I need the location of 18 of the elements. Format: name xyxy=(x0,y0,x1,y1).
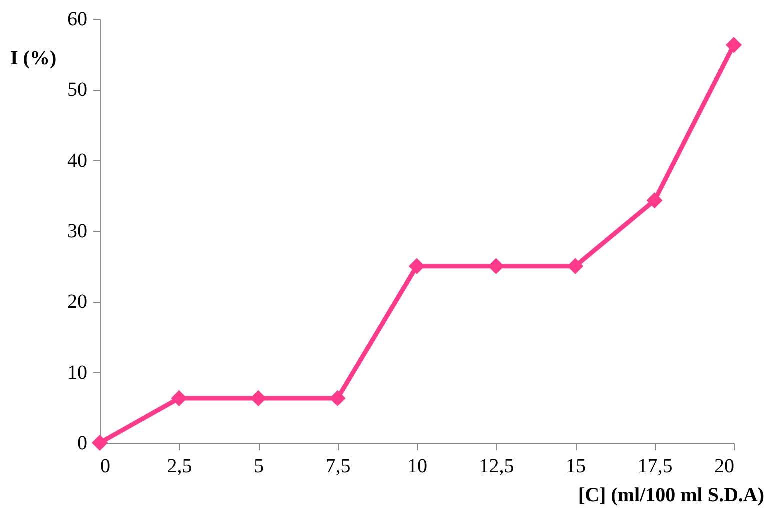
x-tick-label: 7,5 xyxy=(326,456,351,478)
x-tick-label: 5 xyxy=(254,456,264,478)
y-tick-label: 30 xyxy=(68,220,88,242)
y-tick-label: 0 xyxy=(78,432,88,454)
y-tick-label: 40 xyxy=(68,150,88,172)
y-tick-label: 60 xyxy=(68,8,88,30)
x-tick-label: 2,5 xyxy=(167,456,192,478)
y-tick-label: 20 xyxy=(68,291,88,314)
x-tick-label: 0 xyxy=(100,456,110,478)
x-axis-title: [C] (ml/100 ml S.D.A) xyxy=(578,484,764,506)
x-tick-label: 10 xyxy=(408,456,428,478)
x-tick-label: 12,5 xyxy=(479,456,514,478)
x-tick-label: 17,5 xyxy=(638,456,673,478)
y-tick-label: 10 xyxy=(68,362,88,384)
x-tick-label: 15 xyxy=(566,456,586,478)
y-tick-label: 50 xyxy=(68,79,88,102)
y-axis-title: I (%) xyxy=(10,48,57,70)
x-tick-label: 20 xyxy=(714,456,734,478)
